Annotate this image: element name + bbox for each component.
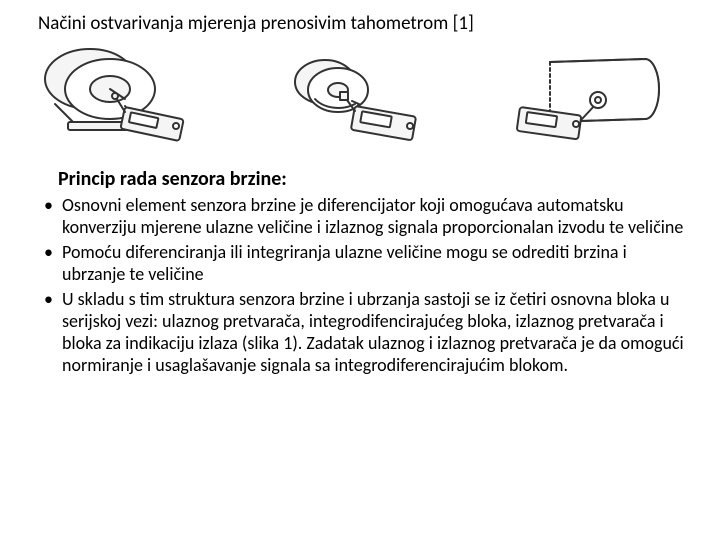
bullet-list: Osnovni element senzora brzine je difere… xyxy=(30,195,690,377)
list-item: Pomoću diferenciranja ili integriranja u… xyxy=(44,242,684,286)
page-title: Načini ostvarivanja mjerenja prenosivim … xyxy=(38,12,690,35)
figure-tachometer-shaft xyxy=(260,44,460,159)
figure-row xyxy=(30,41,690,161)
list-item: U skladu s tim struktura senzora brzine … xyxy=(44,289,684,377)
figure-tachometer-motor xyxy=(30,44,230,159)
figure-tachometer-belt xyxy=(490,44,690,159)
section-subtitle: Princip rada senzora brzine: xyxy=(58,167,690,191)
list-item: Osnovni element senzora brzine je difere… xyxy=(44,195,684,239)
slide: Načini ostvarivanja mjerenja prenosivim … xyxy=(0,0,720,540)
